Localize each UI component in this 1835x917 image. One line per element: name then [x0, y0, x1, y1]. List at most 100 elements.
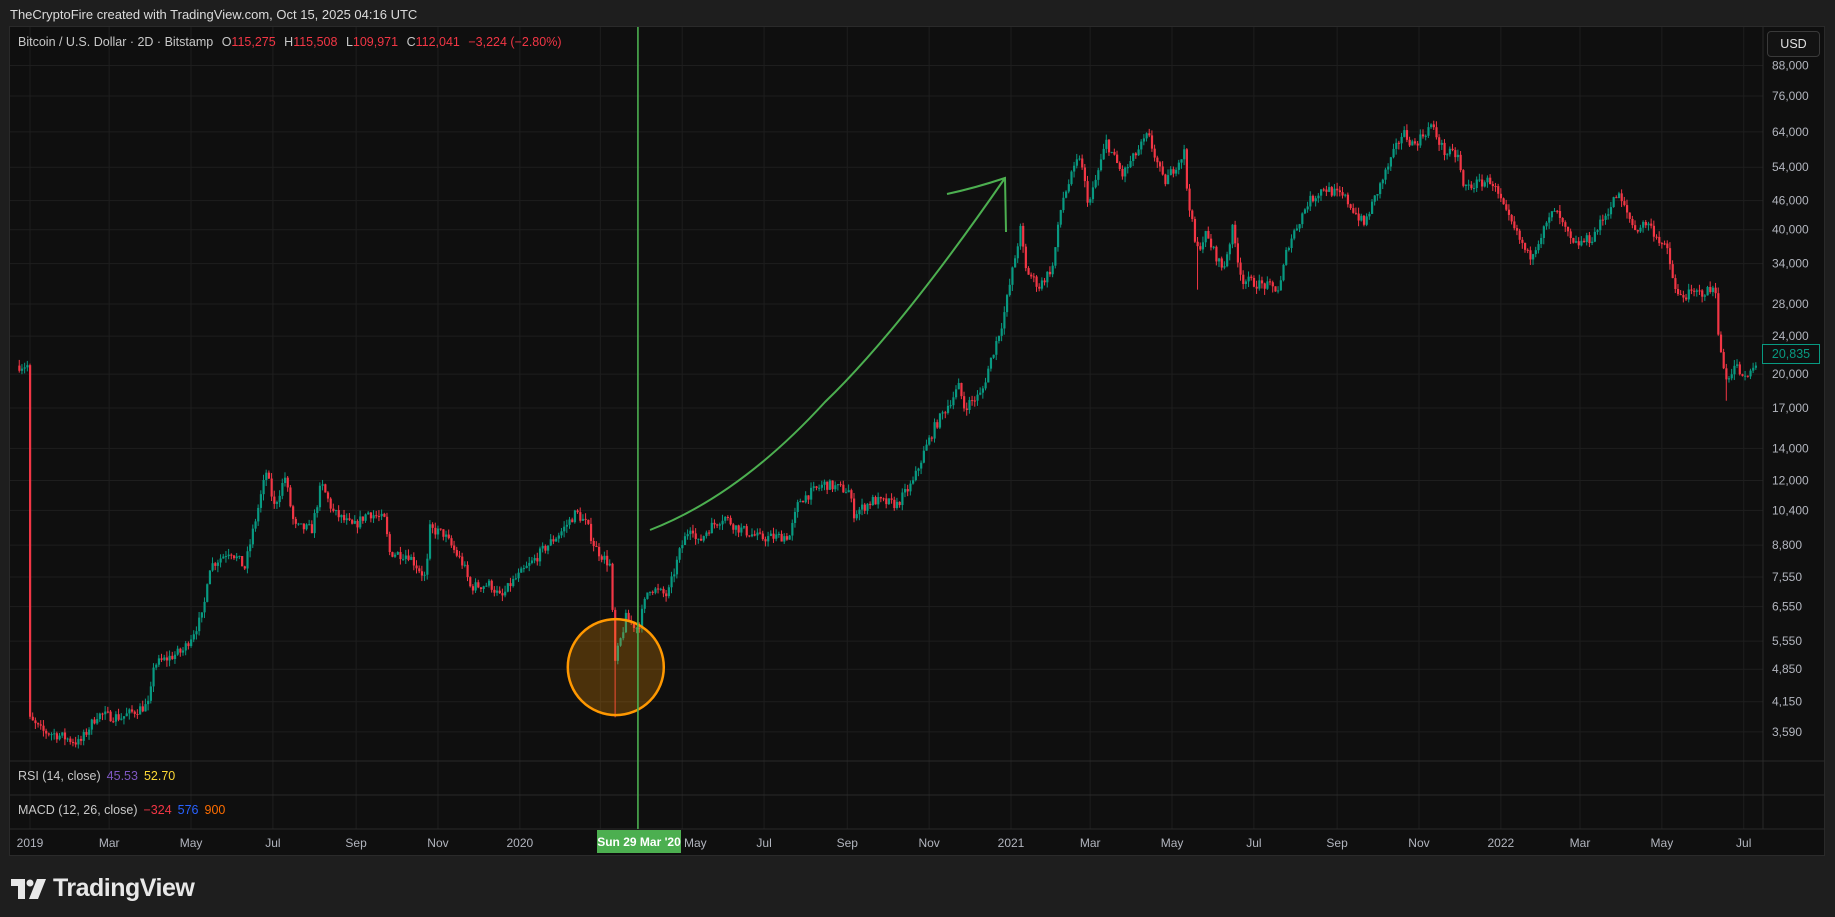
candle [445, 530, 448, 543]
candle-body [1459, 154, 1462, 171]
candle-body [114, 714, 118, 722]
candle [1440, 139, 1443, 150]
candle-body [1148, 133, 1151, 136]
candle-body [1328, 187, 1331, 192]
candle-body [965, 408, 968, 410]
candle [1277, 286, 1280, 294]
candle [700, 534, 703, 542]
candle [1000, 322, 1003, 342]
candle [23, 362, 26, 374]
candle-body [219, 558, 222, 563]
candle [930, 436, 934, 442]
candle [584, 513, 587, 525]
candle [745, 523, 748, 538]
candle-body [1676, 289, 1680, 295]
candle [732, 522, 735, 534]
candle-body [1298, 224, 1301, 229]
candle [1373, 195, 1376, 206]
candle [775, 529, 778, 542]
candle-body [281, 482, 284, 496]
candle-body [112, 721, 115, 723]
candle-body [498, 590, 501, 594]
candle-body [337, 510, 340, 518]
candle [893, 496, 896, 511]
candle [1682, 290, 1685, 303]
candle-body [385, 516, 389, 535]
candle-body [863, 504, 866, 511]
candle-body [1695, 290, 1698, 292]
candle-body [1513, 221, 1516, 229]
candle-body [1255, 286, 1258, 289]
candle [1537, 240, 1540, 254]
candle-body [289, 487, 292, 507]
candle [909, 480, 912, 496]
candle-body [1293, 230, 1296, 239]
candle [88, 727, 91, 740]
candle [375, 510, 378, 519]
candle-body [1526, 249, 1529, 251]
candle [1140, 139, 1143, 155]
candle [1483, 180, 1486, 188]
candle-body [391, 552, 394, 557]
candle [1421, 129, 1425, 139]
candle-body [716, 524, 719, 526]
candle [912, 476, 915, 485]
candle [356, 519, 359, 534]
candle [1499, 188, 1503, 202]
currency-button[interactable]: USD [1767, 31, 1820, 57]
candle-body [130, 709, 134, 712]
chart-frame[interactable] [9, 26, 1825, 856]
candle-body [404, 555, 407, 559]
candle [987, 365, 990, 383]
candle [724, 516, 727, 524]
candle [238, 555, 241, 560]
candle-body [294, 518, 297, 524]
grid [10, 27, 1763, 829]
candle [1489, 174, 1492, 185]
candle-body [310, 524, 314, 534]
candle [436, 525, 440, 540]
candle-body [1056, 224, 1060, 248]
symbol-title[interactable]: Bitcoin / U.S. Dollar · 2D · Bitstamp [18, 35, 214, 49]
macd-legend[interactable]: MACD (12, 26, close) −324 576 900 [18, 803, 231, 817]
candle [1005, 293, 1009, 317]
candle [598, 543, 601, 562]
candle [117, 708, 120, 722]
candle-body [938, 413, 942, 428]
candle-body [1169, 169, 1172, 176]
candle-body [1655, 236, 1658, 238]
candle-body [555, 538, 558, 542]
tradingview-logo[interactable]: TradingView [11, 874, 195, 903]
candle-body [1263, 283, 1266, 289]
candle-body [903, 489, 907, 493]
candle [1612, 196, 1615, 208]
candle-body [544, 545, 547, 551]
candle [442, 529, 445, 541]
candle-body [106, 711, 110, 713]
candle [1467, 179, 1470, 190]
candle-body [1532, 254, 1535, 260]
candle-body [1744, 375, 1747, 377]
candle-body [745, 526, 748, 536]
candle-body [901, 492, 904, 506]
time-axis-label: Nov [1408, 836, 1429, 850]
candle-body [906, 489, 909, 492]
candle [954, 385, 958, 400]
candle [1024, 243, 1027, 272]
candle-body [372, 515, 375, 519]
candle [654, 586, 657, 595]
candle-body [941, 412, 944, 414]
rsi-legend[interactable]: RSI (14, close) 45.53 52.70 [18, 769, 181, 783]
candle-body [1295, 228, 1299, 231]
candle [861, 498, 864, 516]
candle [168, 650, 171, 667]
candle [1392, 143, 1395, 159]
candle [1475, 176, 1478, 192]
candle-body [1126, 167, 1129, 169]
candle-body [184, 643, 187, 651]
candle-body [1717, 293, 1720, 335]
candle-body [216, 562, 220, 566]
candle [517, 568, 520, 582]
candle [944, 410, 947, 419]
